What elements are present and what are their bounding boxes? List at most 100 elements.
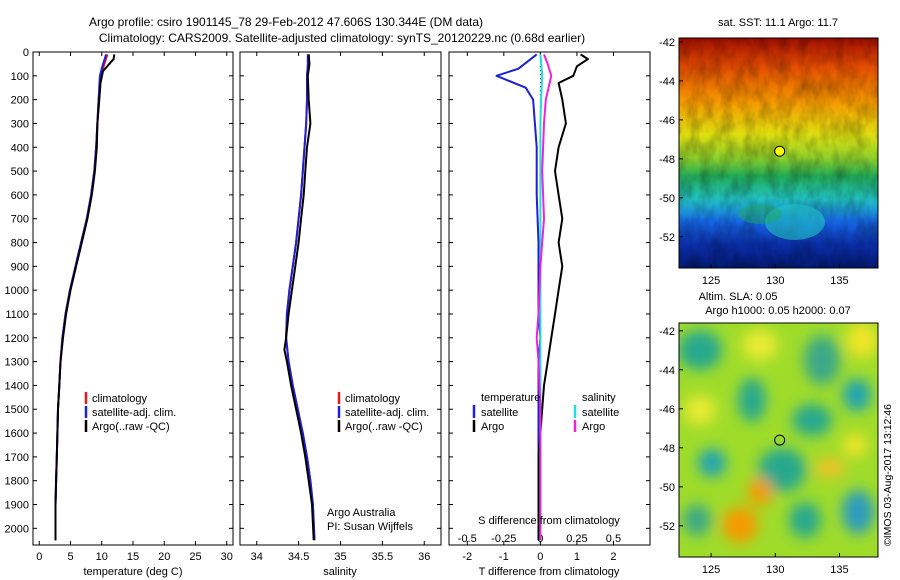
y-tick-label: 1700: [5, 452, 29, 464]
difference-series: [495, 53, 589, 541]
sla-blob: [816, 458, 844, 478]
temperature-series: [54, 54, 116, 541]
series-line-argo-raw-qc-: [283, 54, 315, 541]
legend-salinity-title: salinity: [582, 392, 616, 404]
credit-org: Argo Australia: [327, 507, 396, 519]
figure-title-line2: Climatology: CARS2009. Satellite-adjuste…: [99, 31, 585, 45]
sla-blob: [843, 379, 871, 411]
sla-blob: [738, 378, 766, 422]
x-tick-label: 2: [610, 551, 616, 563]
map-x-tick-label: 130: [766, 564, 784, 576]
sla-profile-location-marker: [774, 434, 786, 446]
y-tick-label: 1200: [5, 333, 29, 345]
map-x-tick-label: 125: [702, 564, 720, 576]
sla-blob: [683, 504, 711, 536]
map-y-tick-label: -50: [659, 482, 675, 494]
salinity-plot-frame: [239, 51, 442, 546]
legend-climatology-label: climatology: [345, 393, 401, 405]
sla-blob: [684, 395, 716, 425]
temperature-legend: climatology satellite-adj. clim. Argo(..…: [84, 392, 176, 433]
s-difference-xlabel: S difference from climatology: [478, 515, 620, 527]
sla-blob: [679, 330, 722, 370]
y-tick-label: 100: [11, 71, 29, 83]
s-tick-label: 0.25: [566, 533, 587, 545]
temperature-axes: 0100200300400500600700800900100011001200…: [5, 47, 233, 563]
y-tick-label: 400: [11, 142, 29, 154]
map-x-tick-label: 135: [830, 275, 848, 287]
sla-blob: [842, 490, 874, 534]
y-tick-label: 900: [11, 261, 29, 273]
y-tick-label: 300: [11, 118, 29, 130]
legend-climatology-label: climatology: [92, 393, 148, 405]
sla-map-title: Altim. SLA: 0.05: [699, 291, 778, 303]
sla-blob: [698, 449, 726, 477]
sla-blob: [843, 433, 867, 457]
sla-blob: [742, 329, 778, 361]
y-tick-label: 800: [11, 238, 29, 250]
series-line-argo-raw-qc-: [54, 54, 116, 541]
series-line-satellite-adj-clim-: [285, 54, 316, 541]
map-y-tick-label: -50: [659, 193, 675, 205]
y-tick-label: 200: [11, 95, 29, 107]
salinity-panel: 34 34.5 35 35.5 36 climatology satellite-adj…: [239, 51, 442, 578]
difference-plot-frame: [448, 51, 651, 546]
legend-satellite-label: satellite-adj. clim.: [345, 407, 429, 419]
x-tick-label: 0: [537, 551, 543, 563]
sst-eddy: [765, 204, 825, 240]
y-tick-label: 0: [23, 47, 29, 59]
x-tick-label: 20: [158, 551, 170, 563]
y-tick-label: 2000: [5, 523, 29, 535]
x-tick-label: -1: [499, 551, 509, 563]
x-tick-label: -2: [462, 551, 472, 563]
map-x-tick-label: 130: [766, 275, 784, 287]
sla-blob: [804, 335, 840, 385]
x-tick-label: 1: [574, 551, 580, 563]
difference-legend: temperature satellite Argo salinity sate…: [472, 392, 619, 433]
difference-panel: -2 -1 0 1 2-0.5 -0.25 0 0.25 0.5 temperature sat…: [448, 51, 651, 578]
map-y-tick-label: -42: [659, 326, 675, 338]
salinity-series: [283, 54, 316, 541]
sla-map-frame: [678, 322, 879, 558]
map-y-tick-label: -52: [659, 521, 675, 533]
temperature-panel: 0100200300400500600700800900100011001200…: [5, 47, 234, 578]
map-x-tick-label: 135: [830, 564, 848, 576]
salinity-axes: 34 34.5 35 35.5 36: [240, 51, 441, 563]
y-tick-label: 1100: [5, 309, 29, 321]
x-tick-label: 15: [127, 551, 139, 563]
y-tick-label: 700: [11, 214, 29, 226]
x-tick-label: 0: [36, 551, 42, 563]
y-tick-label: 1800: [5, 476, 29, 488]
salinity-xlabel: salinity: [323, 566, 357, 578]
sst-map-axes: 125 130 135 -42 -44 -46 -48 -50 -52: [659, 37, 849, 287]
difference-axes: -2 -1 0 1 2-0.5 -0.25 0 0.25 0.5: [449, 51, 650, 563]
x-tick-label: 25: [189, 551, 201, 563]
legend-temp-argo-label: Argo: [481, 421, 504, 433]
sla-blob: [758, 448, 806, 492]
s-tick-label: 0.5: [606, 533, 621, 545]
legend-temperature-title: temperature: [481, 392, 540, 404]
map-y-tick-label: -52: [659, 232, 675, 244]
legend-argo-label: Argo(..raw -QC): [345, 421, 423, 433]
map-y-tick-label: -44: [659, 365, 675, 377]
x-tick-label: 5: [67, 551, 73, 563]
sla-blob: [748, 478, 772, 506]
x-tick-label: 35: [334, 551, 346, 563]
series-line-salinity-argo: [535, 54, 553, 541]
map-y-tick-label: -42: [659, 37, 675, 49]
sst-map-frame: [678, 37, 879, 269]
s-tick-label: -0.5: [458, 533, 477, 545]
temperature-xlabel: temperature (deg C): [83, 566, 182, 578]
imos-timestamp: ©IMOS 03-Aug-2017 13:12:46: [882, 404, 894, 546]
sst-eddy: [738, 204, 782, 224]
y-tick-label: 500: [11, 166, 29, 178]
y-tick-label: 1600: [5, 428, 29, 440]
sla-map-axes: 125 130 135 -42 -44 -46 -48 -50 -52: [659, 326, 849, 576]
map-y-tick-label: -48: [659, 154, 675, 166]
map-y-tick-label: -48: [659, 443, 675, 455]
legend-sal-argo-label: Argo: [582, 421, 605, 433]
x-tick-label: 34.5: [288, 551, 309, 563]
map-y-tick-label: -46: [659, 115, 675, 127]
y-tick-label: 1400: [5, 380, 29, 392]
y-tick-label: 1300: [5, 357, 29, 369]
